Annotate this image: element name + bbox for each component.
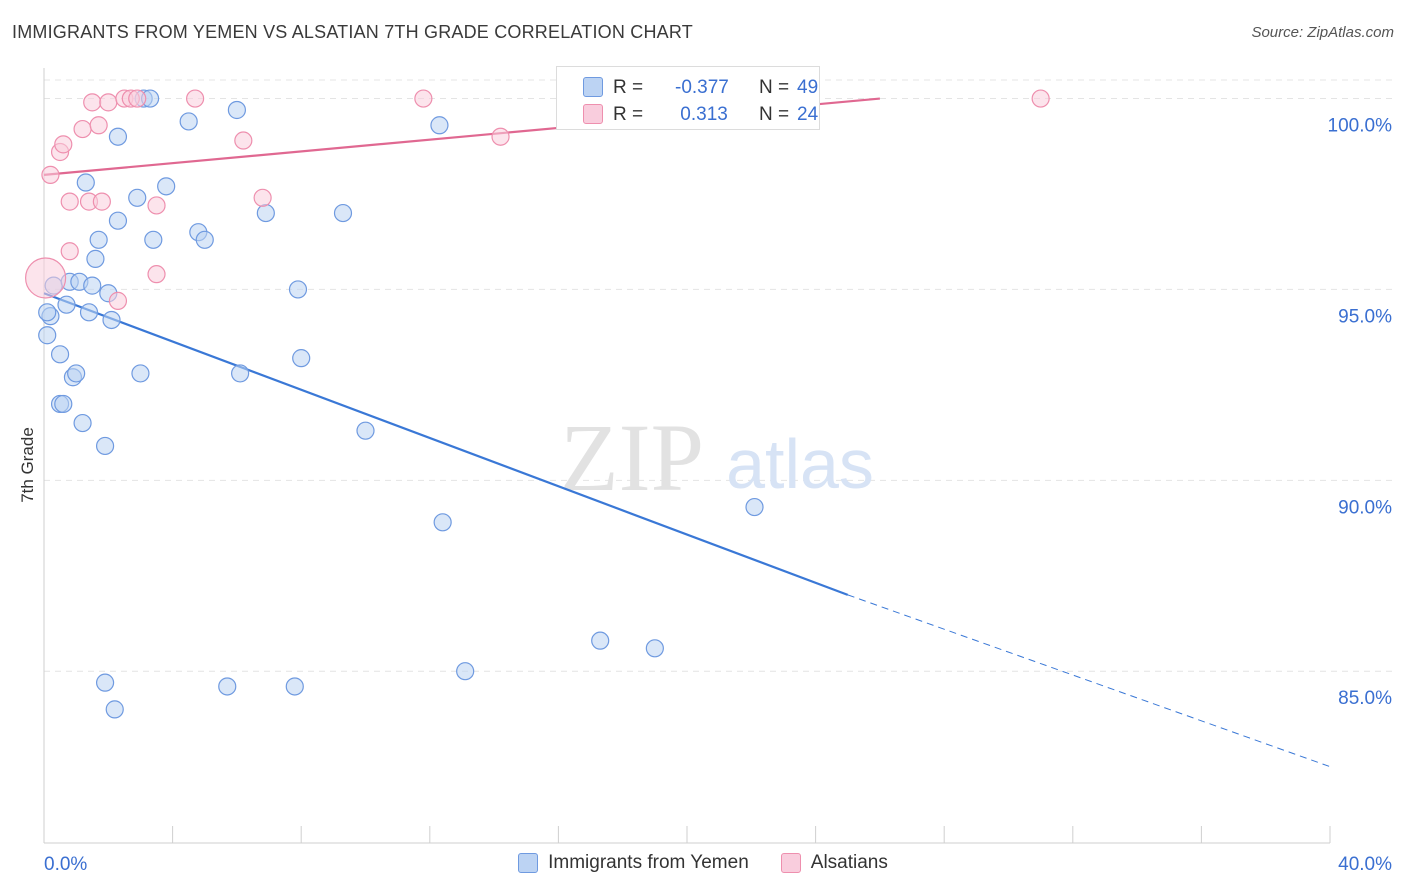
data-point-alsatians [128,89,147,108]
data-point-yemen [108,127,128,146]
data-point-alsatians [147,196,166,215]
data-point-yemen [430,116,449,135]
trend-extension-0 [847,594,1331,768]
source-credit: Source: ZipAtlas.com [1251,24,1394,41]
data-point-yemen [38,303,57,322]
axes [43,68,1331,844]
stats-n-label: N = [759,104,790,125]
data-point-yemen [54,394,73,414]
data-point-alsatians [73,119,92,139]
data-point-yemen [50,345,70,364]
data-point-yemen [89,230,108,249]
data-point-yemen [67,364,86,383]
data-point-yemen [144,230,163,249]
data-point-yemen [195,230,214,249]
y-tick-label: 95.0% [1338,306,1392,327]
data-point-yemen [128,188,147,207]
y-tick-label: 90.0% [1338,497,1392,518]
data-point-yemen [86,249,105,268]
data-point-yemen [231,364,250,383]
data-point-alsatians [89,116,108,135]
data-point-alsatians [60,192,79,211]
data-point-yemen [356,421,375,440]
data-point-yemen [456,662,475,681]
data-point-alsatians [253,188,272,207]
stats-n-value: 49 [797,77,819,98]
y-tick-labels: 85.0% 90.0% 95.0% 100.0% [1328,116,1393,710]
data-point-yemen [218,677,237,696]
x-tick-label: 40.0% [1338,854,1392,875]
data-point-yemen [38,326,57,345]
legend-label-alsatians: Alsatians [810,852,888,873]
correlation-stats-box: R = -0.377 N = 49 R = 0.313 N = 24 [556,66,820,130]
legend: Immigrants from Yemen Alsatians [0,852,1406,874]
data-point-alsatians [234,131,253,150]
stats-r-value: 0.313 [675,104,728,125]
data-points [25,89,1050,719]
x-tick-label: 0.0% [44,854,87,875]
y-tick-label: 100.0% [1328,116,1393,137]
data-point-alsatians [147,265,166,284]
data-point-yemen [131,364,150,383]
y-tick-label: 85.0% [1338,688,1392,709]
data-point-alsatians [41,165,60,184]
data-point-yemen [95,436,115,456]
data-point-yemen [285,677,304,696]
data-point-yemen [288,280,308,299]
data-point-yemen [256,203,275,223]
data-point-yemen [591,631,610,650]
y-axis-label: 7th Grade [18,427,37,503]
chart-title: IMMIGRANTS FROM YEMEN VS ALSATIAN 7TH GR… [12,22,693,42]
data-point-yemen [645,639,664,658]
legend-item-yemen[interactable]: Immigrants from Yemen [518,852,749,874]
stats-r-label: R = [613,77,644,98]
data-point-yemen [292,349,311,368]
data-point-yemen [73,413,92,433]
stats-n-value: 24 [797,104,819,125]
legend-item-alsatians[interactable]: Alsatians [780,852,888,874]
data-point-yemen [57,295,76,314]
stats-swatch-alsatians [583,104,603,124]
data-point-yemen [433,513,452,532]
trend-line-0 [43,292,849,596]
stats-n-label: N = [759,77,790,98]
data-point-alsatians [108,291,128,310]
data-point-alsatians [491,127,510,146]
watermark-zip: ZIP [560,404,704,511]
legend-swatch-yemen [518,853,539,873]
data-point-yemen [108,211,128,230]
data-point-yemen [179,112,198,131]
data-point-alsatians [92,192,111,211]
legend-swatch-alsatians [780,853,801,873]
legend-label-yemen: Immigrants from Yemen [548,852,749,873]
data-point-yemen [102,310,121,330]
data-point-yemen [227,100,246,120]
data-point-yemen [95,673,115,692]
data-point-yemen [157,177,176,196]
stats-r-value: -0.377 [675,77,729,98]
data-point-alsatians [99,93,118,112]
data-point-yemen [105,700,124,719]
stats-r-label: R = [613,104,644,125]
data-point-alsatians [54,135,73,154]
watermark: ZIP atlas [560,404,874,511]
watermark-atlas: atlas [726,425,874,503]
data-point-yemen [333,203,353,223]
x-tick-labels: 0.0% 40.0% [44,854,1392,875]
data-point-alsatians [414,89,433,108]
data-point-yemen [83,276,102,295]
data-point-yemen [79,303,99,322]
data-point-alsatians [83,93,102,112]
data-point-yemen [745,497,764,517]
stats-swatch-yemen [583,77,603,97]
data-point-alsatians [60,242,79,261]
data-point-alsatians [25,257,67,299]
data-point-alsatians [1031,89,1050,108]
data-point-yemen [76,173,95,192]
data-point-alsatians [186,89,205,108]
